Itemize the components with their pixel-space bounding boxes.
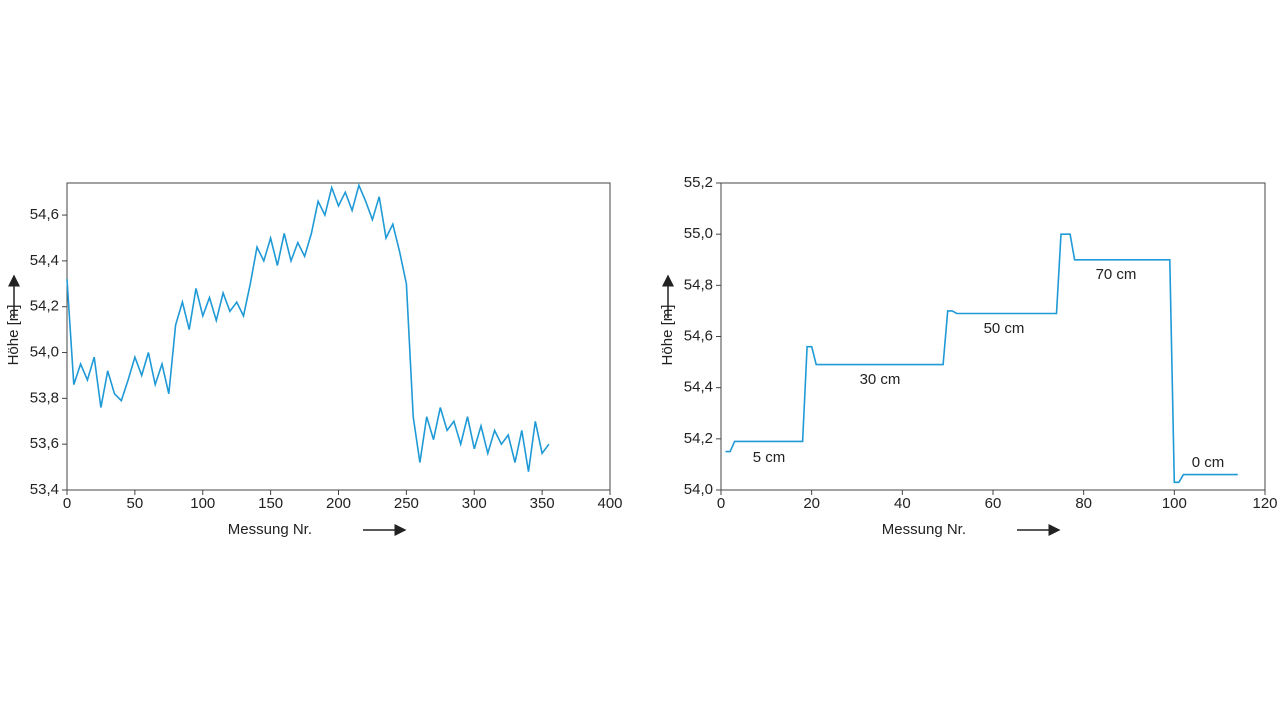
annotation: 0 cm — [1192, 454, 1225, 471]
y-axis-label: Höhe [m] — [5, 305, 22, 366]
data-line — [66, 182, 550, 472]
y-tick-label: 53,6 — [30, 435, 59, 452]
y-tick-label: 54,2 — [684, 430, 713, 447]
y-tick-label: 54,6 — [30, 206, 59, 223]
x-tick-label: 400 — [597, 495, 622, 512]
y-tick-label: 54,8 — [684, 276, 713, 293]
plot-frame — [66, 182, 611, 491]
x-tick-label: 120 — [1252, 495, 1277, 512]
x-tick-label: 100 — [190, 495, 215, 512]
y-tick-label: 53,8 — [30, 389, 59, 406]
x-tick-label: 100 — [1162, 495, 1187, 512]
x-tick-label: 20 — [803, 495, 820, 512]
x-tick-label: 40 — [894, 495, 911, 512]
y-tick-label: 53,4 — [30, 481, 59, 498]
x-tick-label: 300 — [462, 495, 487, 512]
x-tick-label: 350 — [530, 495, 555, 512]
x-axis-label: Messung Nr. — [228, 521, 312, 538]
annotation: 5 cm — [753, 449, 786, 466]
y-tick-label: 54,0 — [30, 344, 59, 361]
data-line — [725, 233, 1238, 484]
y-tick-label: 54,4 — [30, 252, 59, 269]
y-tick-label: 54,0 — [684, 481, 713, 498]
y-tick-label: 55,2 — [684, 174, 713, 191]
x-tick-label: 150 — [258, 495, 283, 512]
annotation: 50 cm — [984, 320, 1025, 337]
y-axis-label: Höhe [m] — [659, 305, 676, 366]
y-tick-label: 54,2 — [30, 298, 59, 315]
x-tick-label: 0 — [63, 495, 71, 512]
x-tick-label: 50 — [127, 495, 144, 512]
y-tick-label: 54,4 — [684, 379, 713, 396]
x-tick-label: 60 — [985, 495, 1002, 512]
y-tick-label: 54,6 — [684, 327, 713, 344]
x-tick-label: 200 — [326, 495, 351, 512]
x-axis-label: Messung Nr. — [882, 521, 966, 538]
y-tick-label: 55,0 — [684, 225, 713, 242]
x-tick-label: 0 — [717, 495, 725, 512]
x-tick-label: 80 — [1075, 495, 1092, 512]
annotation: 30 cm — [860, 371, 901, 388]
x-tick-label: 250 — [394, 495, 419, 512]
annotation: 70 cm — [1096, 266, 1137, 283]
